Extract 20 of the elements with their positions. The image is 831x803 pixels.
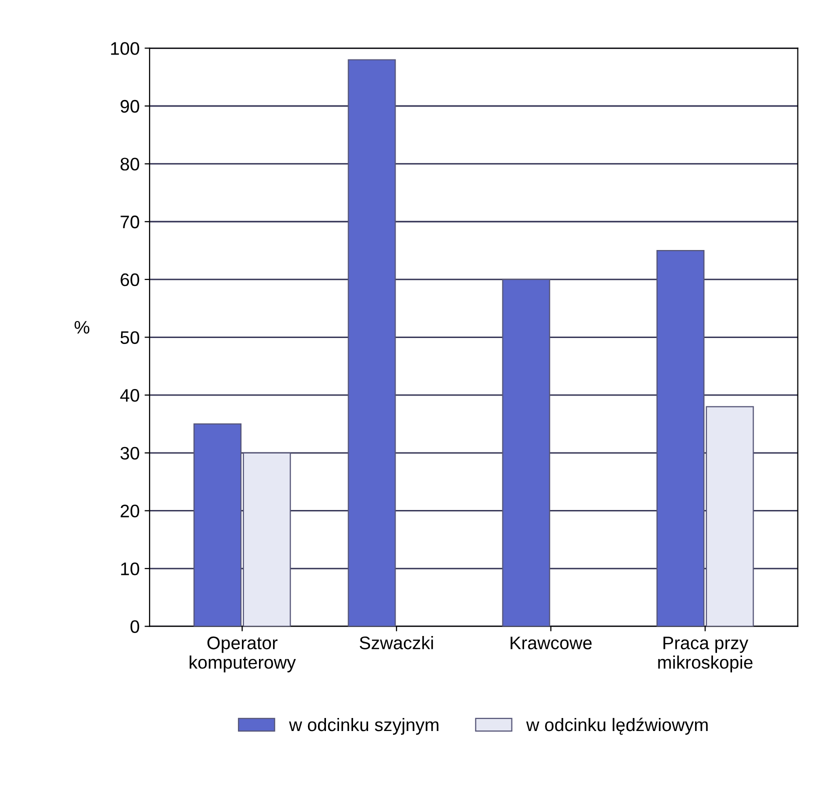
x-tick-label: Szwaczki — [360, 636, 433, 650]
x-tick-label: Praca przy mikroskopie — [658, 636, 753, 672]
y-tick-label: 60 — [120, 273, 140, 286]
y-tick-label: 40 — [120, 389, 140, 402]
y-tick-label: 10 — [121, 562, 140, 576]
y-tick-label: 70 — [120, 216, 140, 228]
y-tick-label: 20 — [120, 504, 140, 518]
y-tick-label: 90 — [120, 100, 140, 113]
y-axis-title: % — [74, 320, 90, 334]
bar — [348, 59, 396, 626]
x-tick-label: Krawcowe — [510, 636, 592, 650]
legend-label: w odcinku szyjnym — [289, 718, 438, 735]
y-tick-label: 30 — [120, 446, 140, 460]
y-tick-label: 50 — [120, 331, 140, 344]
y-tick-label: 100 — [111, 42, 140, 55]
bar — [502, 278, 550, 626]
legend-label: w odcinku lędźwiowym — [526, 718, 708, 735]
x-tick-label: Operator komputerowy — [190, 636, 296, 672]
y-tick-label: 0 — [130, 620, 140, 634]
y-tick-label: 80 — [120, 158, 140, 171]
